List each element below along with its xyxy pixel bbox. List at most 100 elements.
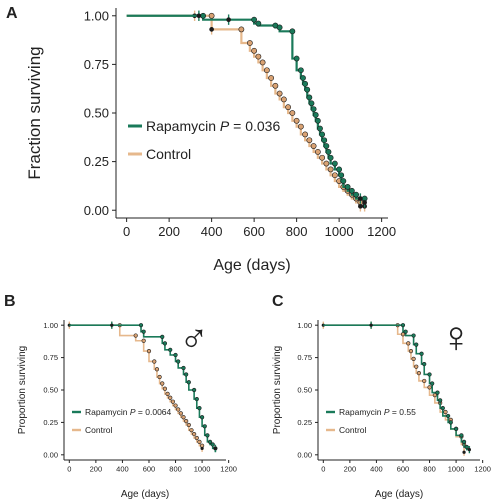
y-tick-label: 0.50	[297, 386, 312, 395]
rapamycin-censor-dot	[362, 200, 367, 205]
rapamycin-event-marker	[276, 24, 283, 31]
rapamycin-censor-dot	[226, 17, 231, 23]
control-event-marker	[259, 59, 266, 66]
control-event-marker	[263, 67, 270, 74]
rapamycin-event-marker	[430, 381, 435, 386]
control-event-marker	[186, 422, 191, 428]
rapamycin-event-marker	[205, 433, 210, 438]
control-event-marker	[280, 96, 287, 103]
control-event-marker	[327, 166, 334, 173]
rapamycin-event-marker	[317, 125, 323, 132]
x-tick-label: 0	[321, 465, 325, 474]
y-tick-label: 0.50	[43, 386, 58, 395]
control-event-marker	[251, 47, 258, 54]
control-event-marker	[268, 75, 275, 81]
control-event-marker	[422, 378, 427, 384]
y-tick-label: 1.00	[297, 321, 312, 330]
rapamycin-event-marker	[306, 94, 313, 101]
x-tick-label: 400	[370, 465, 383, 474]
y-axis-label: Fraction surviving	[25, 46, 44, 179]
rapamycin-event-marker	[197, 406, 202, 411]
y-tick-label: 0.25	[43, 418, 58, 427]
x-tick-label: 1000	[194, 465, 211, 474]
control-event-marker	[141, 338, 146, 343]
y-tick-label: 0.75	[297, 353, 312, 362]
control-event-marker	[272, 82, 279, 89]
control-event-marker	[165, 391, 170, 396]
rapamycin-event-marker	[414, 342, 419, 347]
control-event-marker	[168, 395, 173, 400]
rapamycin-event-marker	[325, 148, 332, 155]
rapamycin-event-marker	[141, 329, 146, 334]
panel-c-chart: 0 200 400 600 800 1000 1200 0.00 0.25 0.50 0.75 1.0…	[272, 313, 491, 500]
panel-letter-a: A	[6, 5, 18, 22]
rapamycin-event-marker	[202, 424, 207, 429]
legend-series-name: Control	[339, 425, 367, 435]
x-tick-label: 600	[397, 465, 410, 474]
x-tick-label: 800	[423, 465, 436, 474]
y-tick-label: 0.00	[84, 203, 109, 218]
y-tick-label: 0.50	[84, 106, 109, 121]
rapamycin-legend-label: Rapamycin P = 0.55	[339, 407, 416, 417]
y-axis-label: Proportion surviving	[17, 346, 28, 434]
rapamycin-event-marker	[251, 16, 258, 23]
x-tick-label: 1200	[220, 465, 237, 474]
rapamycin-event-marker	[255, 20, 262, 27]
rapamycin-event-marker	[453, 426, 459, 431]
rapamycin-event-marker	[461, 439, 467, 444]
legend-series-name: Control	[146, 146, 191, 162]
rapamycin-event-marker	[446, 413, 451, 419]
rapamycin-event-marker	[304, 86, 311, 93]
rapamycin-event-marker	[321, 137, 328, 144]
y-tick-label: 0.25	[84, 154, 109, 169]
rapamycin-event-marker	[435, 390, 440, 395]
rapamycin-event-marker	[184, 372, 189, 377]
rapamycin-event-marker	[331, 160, 338, 167]
legend-series-name: Rapamycin	[85, 407, 130, 417]
rapamycin-event-marker	[403, 329, 408, 334]
control-event-marker	[408, 349, 414, 354]
control-event-marker	[146, 349, 152, 354]
y-tick-label: 0.75	[84, 57, 109, 72]
legend-series-name: Control	[85, 425, 113, 435]
rapamycin-event-marker	[293, 55, 300, 62]
x-axis-label: Age (days)	[213, 257, 290, 274]
rapamycin-censor-dot	[358, 196, 363, 201]
control-event-marker	[306, 137, 313, 144]
rapamycin-event-marker	[336, 166, 343, 173]
rapamycin-event-marker	[289, 28, 296, 35]
x-tick-label: 600	[143, 465, 156, 474]
legend-p-symbol: P	[130, 407, 136, 417]
legend-p-symbol: P	[384, 407, 390, 417]
legend-p-value: = 0.036	[229, 118, 280, 134]
legend-series-name: Rapamycin	[339, 407, 384, 417]
control-event-marker	[197, 439, 202, 444]
rapamycin-event-marker	[186, 380, 191, 385]
panel-a-chart: 0 200 400 600 800 1000 1200 0.00 0.25 0.50 0.75 1.0…	[25, 8, 396, 274]
control-event-marker	[414, 364, 419, 369]
control-event-marker	[184, 419, 189, 424]
control-legend-label: Control	[85, 425, 113, 435]
control-event-marker	[181, 415, 186, 420]
rapamycin-event-marker	[192, 387, 197, 393]
rapamycin-event-marker	[162, 341, 168, 346]
x-tick-label: 200	[344, 465, 357, 474]
rapamycin-event-marker	[348, 187, 355, 194]
rapamycin-event-marker	[427, 372, 432, 377]
control-event-marker	[302, 131, 309, 138]
control-event-marker	[173, 403, 178, 408]
rapamycin-censor-dot	[369, 323, 373, 327]
y-tick-label: 0.00	[43, 450, 58, 459]
control-event-marker	[152, 359, 157, 364]
rapamycin-event-marker	[327, 154, 334, 161]
control-legend-label: Control	[146, 146, 191, 162]
control-event-marker	[285, 104, 292, 111]
rapamycin-event-marker	[194, 396, 199, 402]
control-censor-dot	[358, 203, 363, 209]
control-event-marker	[331, 172, 338, 179]
control-event-marker	[162, 386, 168, 391]
rapamycin-event-marker	[310, 106, 317, 113]
rapamycin-event-marker	[168, 347, 173, 352]
rapamycin-event-marker	[400, 323, 406, 328]
rapamycin-legend-label: Rapamycin P = 0.0064	[85, 407, 172, 417]
